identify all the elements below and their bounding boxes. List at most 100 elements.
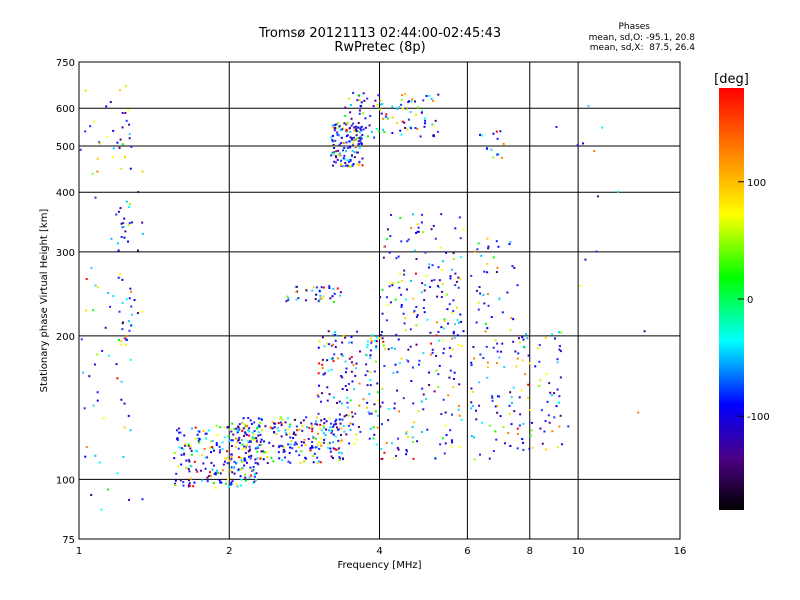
data-point [121, 322, 124, 325]
data-point [428, 383, 431, 386]
data-point [405, 358, 408, 361]
data-point [293, 443, 296, 446]
data-point [305, 416, 308, 419]
data-point [118, 146, 121, 149]
data-point [350, 411, 353, 414]
data-point [529, 408, 532, 411]
data-point [120, 167, 123, 170]
data-point [442, 352, 445, 355]
data-point [334, 127, 337, 130]
data-point [393, 407, 396, 410]
data-point [450, 445, 453, 448]
data-point [391, 284, 394, 287]
data-point [409, 127, 412, 130]
data-point [352, 142, 355, 145]
data-point [400, 305, 403, 308]
data-point [332, 425, 335, 428]
data-point [223, 436, 226, 439]
data-point [330, 455, 333, 458]
data-point [317, 346, 320, 349]
data-point [350, 117, 353, 120]
data-point [330, 430, 333, 433]
data-point [379, 103, 382, 106]
data-point [335, 448, 338, 451]
data-point [225, 482, 228, 485]
data-point [479, 353, 482, 356]
data-point [497, 245, 500, 248]
data-points [79, 85, 646, 511]
data-point [397, 281, 400, 284]
data-point [335, 418, 338, 421]
data-point [284, 432, 287, 435]
data-point [404, 92, 407, 95]
data-point [121, 126, 124, 129]
data-point [248, 445, 251, 448]
data-point [295, 450, 298, 453]
data-point [339, 294, 342, 297]
data-point [355, 138, 358, 141]
data-point [210, 451, 213, 454]
data-point [559, 414, 562, 417]
data-point [488, 457, 491, 460]
data-point [277, 422, 280, 425]
data-point [446, 293, 449, 296]
data-point [346, 389, 349, 392]
data-point [318, 290, 321, 293]
data-point [101, 349, 104, 352]
data-point [362, 398, 365, 401]
data-point [409, 110, 412, 113]
data-point [175, 472, 178, 475]
data-point [451, 348, 454, 351]
data-point [441, 260, 444, 263]
data-point [123, 337, 126, 340]
data-point [328, 417, 331, 420]
data-point [212, 482, 215, 485]
data-point [286, 295, 289, 298]
data-point [413, 309, 416, 312]
data-point [498, 356, 501, 359]
data-point [405, 450, 408, 453]
data-point [530, 429, 533, 432]
data-point [345, 135, 348, 138]
data-point [318, 362, 321, 365]
data-point [344, 371, 347, 374]
data-point [457, 343, 460, 346]
data-point [356, 330, 359, 333]
data-point [430, 279, 433, 282]
data-point [119, 138, 122, 141]
data-point [558, 401, 561, 404]
data-point [274, 422, 277, 425]
data-point [123, 217, 126, 220]
data-point [357, 126, 360, 129]
data-point [356, 99, 359, 102]
data-point [277, 429, 280, 432]
data-point [120, 340, 123, 343]
data-point [318, 460, 321, 463]
data-point [196, 450, 199, 453]
data-point [424, 251, 427, 254]
data-point [490, 148, 493, 151]
data-point [253, 480, 256, 483]
data-point [308, 426, 311, 429]
data-point [246, 440, 249, 443]
data-point [495, 271, 498, 274]
data-point [93, 363, 96, 366]
data-point [244, 423, 247, 426]
data-point [402, 312, 405, 315]
data-point [218, 445, 221, 448]
data-point [336, 158, 339, 161]
data-point [510, 317, 513, 320]
data-point [281, 418, 284, 421]
x-tick-label: 10 [572, 546, 585, 557]
data-point [304, 444, 307, 447]
data-point [452, 330, 455, 333]
data-point [174, 479, 177, 482]
data-point [360, 137, 363, 140]
data-point [404, 316, 407, 319]
data-point [518, 424, 521, 427]
data-point [479, 453, 482, 456]
data-point [128, 329, 131, 332]
data-point [537, 347, 540, 350]
data-point [309, 449, 312, 452]
data-point [329, 426, 332, 429]
